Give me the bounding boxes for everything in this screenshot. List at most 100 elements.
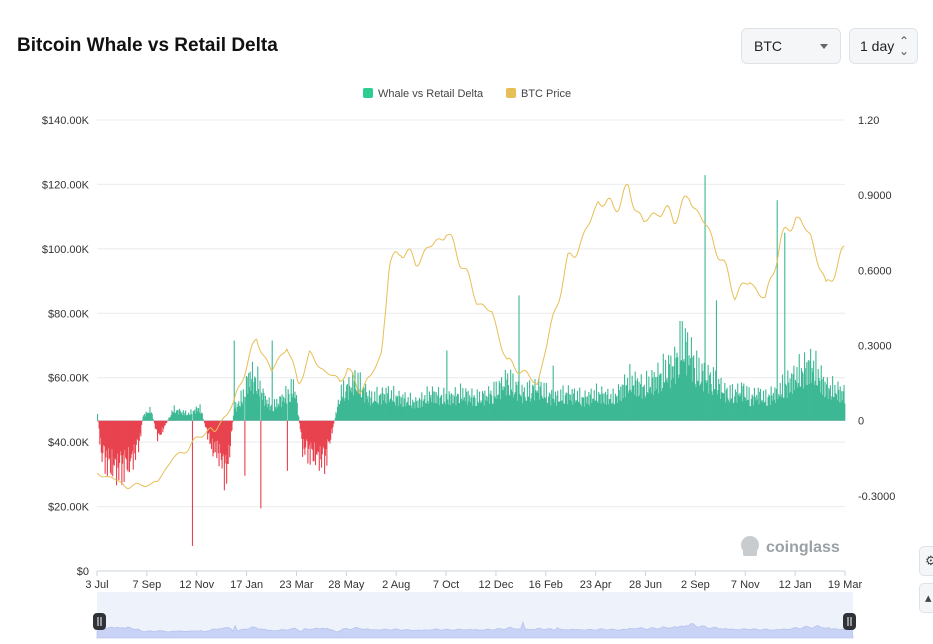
delta-bar [164, 420, 166, 426]
navigator-handle[interactable] [843, 613, 856, 630]
delta-bar [254, 376, 256, 421]
delta-bar [410, 405, 412, 421]
delta-bar [439, 397, 441, 421]
delta-bar [824, 381, 826, 421]
delta-bar [424, 395, 426, 421]
delta-bar [583, 406, 585, 421]
delta-bar [508, 394, 510, 421]
delta-bar [744, 397, 746, 421]
delta-bar [498, 380, 500, 421]
delta-bar [104, 420, 106, 474]
delta-bar [194, 413, 197, 421]
delta-bar [548, 396, 550, 421]
delta-bar [606, 394, 608, 421]
delta-bar [144, 416, 146, 421]
delta-bar [710, 383, 712, 421]
delta-bar [778, 394, 780, 421]
delta-bar [269, 410, 271, 421]
delta-bar [729, 385, 731, 421]
delta-bar [391, 400, 393, 421]
delta-bar [116, 420, 118, 454]
delta-bar [564, 395, 566, 421]
delta-bar [793, 365, 795, 421]
legend[interactable]: Whale vs Retail Delta BTC Price [363, 88, 571, 100]
delta-bar [112, 420, 114, 477]
delta-bar [376, 386, 378, 421]
delta-bar [586, 396, 588, 421]
delta-bar [465, 388, 467, 421]
delta-bar [363, 387, 365, 421]
delta-bar [138, 420, 140, 453]
delta-bar [239, 406, 241, 421]
delta-bar [239, 406, 241, 421]
delta-bar [671, 379, 673, 421]
delta-bar [285, 385, 287, 421]
delta-bar [593, 390, 595, 421]
scroll-up-icon[interactable]: ▴ [919, 583, 933, 613]
settings-icon[interactable]: ⚙ [919, 546, 933, 576]
delta-bar [339, 404, 341, 421]
delta-bar [236, 406, 238, 421]
navigator-handle[interactable] [93, 613, 106, 630]
delta-bar [759, 388, 762, 421]
delta-bar [176, 410, 178, 421]
delta-bar [409, 405, 411, 421]
delta-bar [771, 395, 773, 421]
delta-bar [774, 387, 776, 421]
delta-bar [815, 350, 817, 421]
legend-item[interactable]: BTC Price [506, 88, 571, 100]
delta-bar [157, 420, 159, 434]
delta-bar [636, 378, 639, 421]
delta-bar [329, 420, 331, 444]
delta-bar [120, 420, 122, 456]
delta-bar [812, 372, 814, 421]
delta-bar [150, 412, 153, 421]
delta-bar [746, 385, 748, 421]
delta-bar [351, 392, 353, 421]
delta-bar [101, 420, 103, 462]
delta-bar [519, 395, 522, 421]
delta-bar [725, 389, 727, 421]
delta-bar [458, 402, 460, 421]
delta-bar [605, 404, 607, 421]
legend-item[interactable]: Whale vs Retail Delta [363, 88, 484, 100]
delta-bar [507, 385, 509, 421]
delta-bar [491, 395, 493, 421]
delta-bar [201, 412, 203, 421]
delta-bar [558, 401, 560, 421]
delta-bar [662, 353, 664, 421]
delta-bar [347, 399, 349, 421]
delta-bar [777, 398, 779, 421]
delta-bar [770, 386, 772, 421]
delta-bar [403, 407, 405, 421]
interval-select[interactable]: 1 day ⌃ ⌄ [849, 28, 918, 64]
delta-bar [207, 420, 209, 434]
delta-bar [460, 398, 462, 421]
delta-bar [478, 391, 481, 421]
delta-bar [250, 390, 252, 421]
delta-bar [166, 420, 168, 424]
delta-bar [260, 420, 262, 509]
y-left-tick-label: $120.00K [42, 179, 90, 191]
delta-bar [417, 400, 419, 421]
delta-bar [766, 405, 768, 421]
delta-bar [699, 384, 702, 421]
delta-bar [604, 404, 606, 421]
delta-bar [307, 420, 309, 464]
delta-bar [141, 420, 143, 425]
delta-bar [187, 414, 189, 421]
delta-bar [300, 420, 302, 433]
delta-bar [226, 420, 228, 464]
delta-bar [681, 321, 683, 421]
page-title: Bitcoin Whale vs Retail Delta [17, 35, 278, 56]
delta-bar [227, 420, 229, 465]
delta-bar [437, 387, 440, 421]
delta-bar [264, 406, 266, 421]
delta-bar [545, 398, 547, 421]
delta-bar [237, 403, 239, 421]
delta-bar [204, 420, 206, 427]
delta-bar [469, 395, 471, 421]
navigator[interactable] [93, 592, 856, 639]
asset-select[interactable]: BTC [741, 28, 841, 64]
delta-bar [103, 420, 105, 447]
